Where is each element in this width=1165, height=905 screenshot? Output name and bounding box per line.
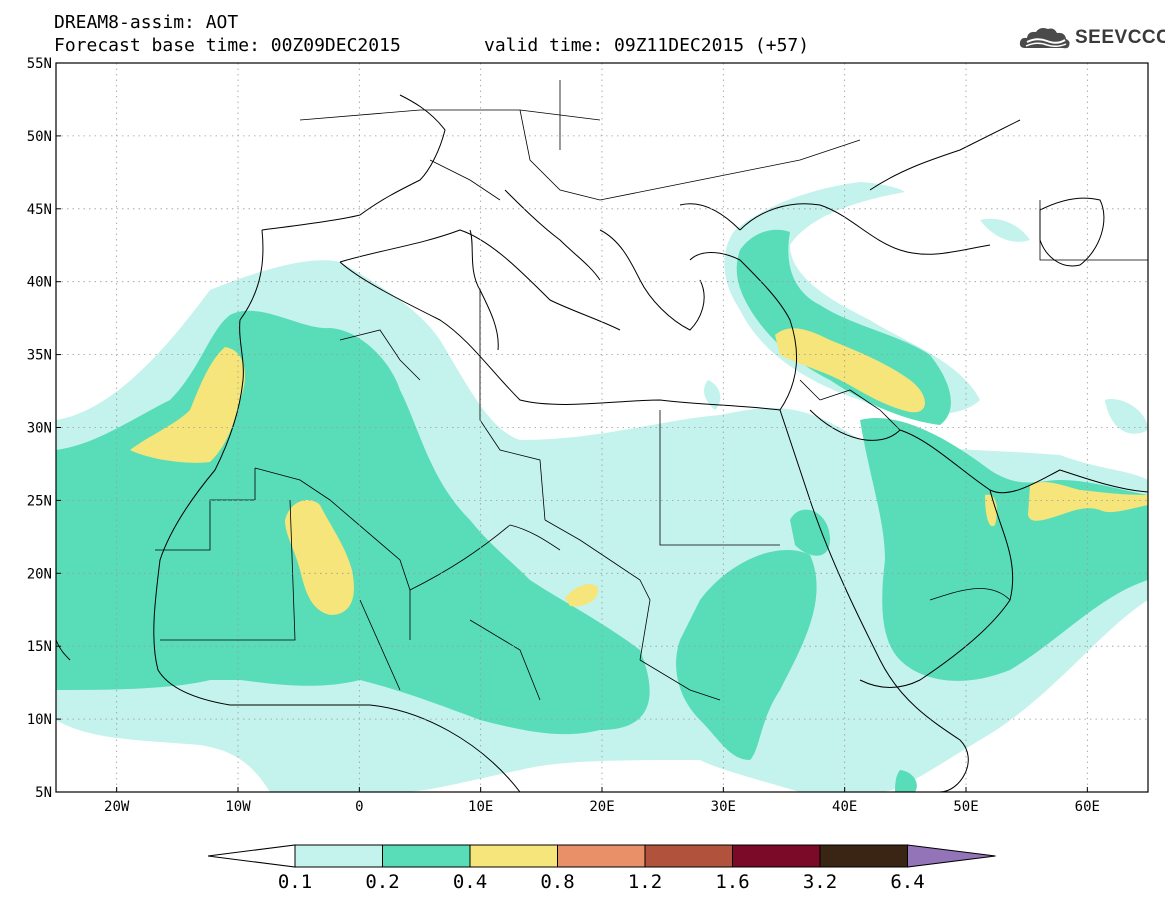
legend-label: 1.6 [715,871,749,893]
lat-label: 25N [27,493,52,509]
legend-label: 0.4 [453,871,487,893]
color-legend: 0.1 0.2 0.4 0.8 1.2 1.6 3.2 6.4 [207,844,996,893]
lon-label: 20W [104,799,130,815]
lon-label: 30E [711,799,736,815]
seevccc-logo: SEEVCCC [1017,24,1165,54]
legend-swatch [294,844,383,868]
lat-label: 10N [27,712,52,728]
lon-label: 0 [355,799,363,815]
legend-swatch [382,844,471,868]
legend-arrow-right [907,844,996,868]
lon-label: 10E [468,799,493,815]
lon-label: 50E [953,799,978,815]
forecast-base-time: Forecast base time: 00Z09DEC2015 [54,35,401,56]
map-title: DREAM8-assim: AOT [54,12,239,33]
aot-band-0.4 [130,328,1148,615]
cloud-icon [1019,28,1070,49]
lon-label: 60E [1075,799,1100,815]
latitude-labels: 55N 50N 45N 40N 35N 30N 25N 20N 15N 10N 5N [27,56,61,801]
legend-swatch [732,844,821,868]
valid-time: valid time: 09Z11DEC2015 (+57) [484,35,810,56]
legend-swatch [469,844,558,868]
legend-swatch [644,844,733,868]
coastlines [56,94,1148,792]
gridlines [56,63,1148,792]
legend-arrow-left [207,844,296,868]
legend-swatch [819,844,908,868]
legend-swatch [557,844,646,868]
lat-label: 50N [27,129,52,145]
lat-label: 40N [27,275,52,291]
legend-label: 3.2 [803,871,837,893]
legend-label: 0.1 [278,871,312,893]
lat-label: 5N [35,785,52,801]
country-borders [155,80,1148,701]
lat-label: 15N [27,639,52,655]
longitude-labels: 20W 10W 0 10E 20E 30E 40E 50E 60E [104,787,1100,815]
lat-label: 35N [27,348,52,364]
lat-label: 55N [27,56,52,72]
legend-label: 1.2 [628,871,662,893]
legend-label: 0.8 [540,871,574,893]
lat-label: 30N [27,421,52,437]
lat-label: 20N [27,566,52,582]
lon-label: 10W [225,799,251,815]
lat-label: 45N [27,202,52,218]
legend-label: 6.4 [890,871,924,893]
lon-label: 40E [832,799,857,815]
legend-label: 0.2 [365,871,399,893]
lon-label: 20E [589,799,614,815]
logo-text: SEEVCCC [1075,27,1165,48]
